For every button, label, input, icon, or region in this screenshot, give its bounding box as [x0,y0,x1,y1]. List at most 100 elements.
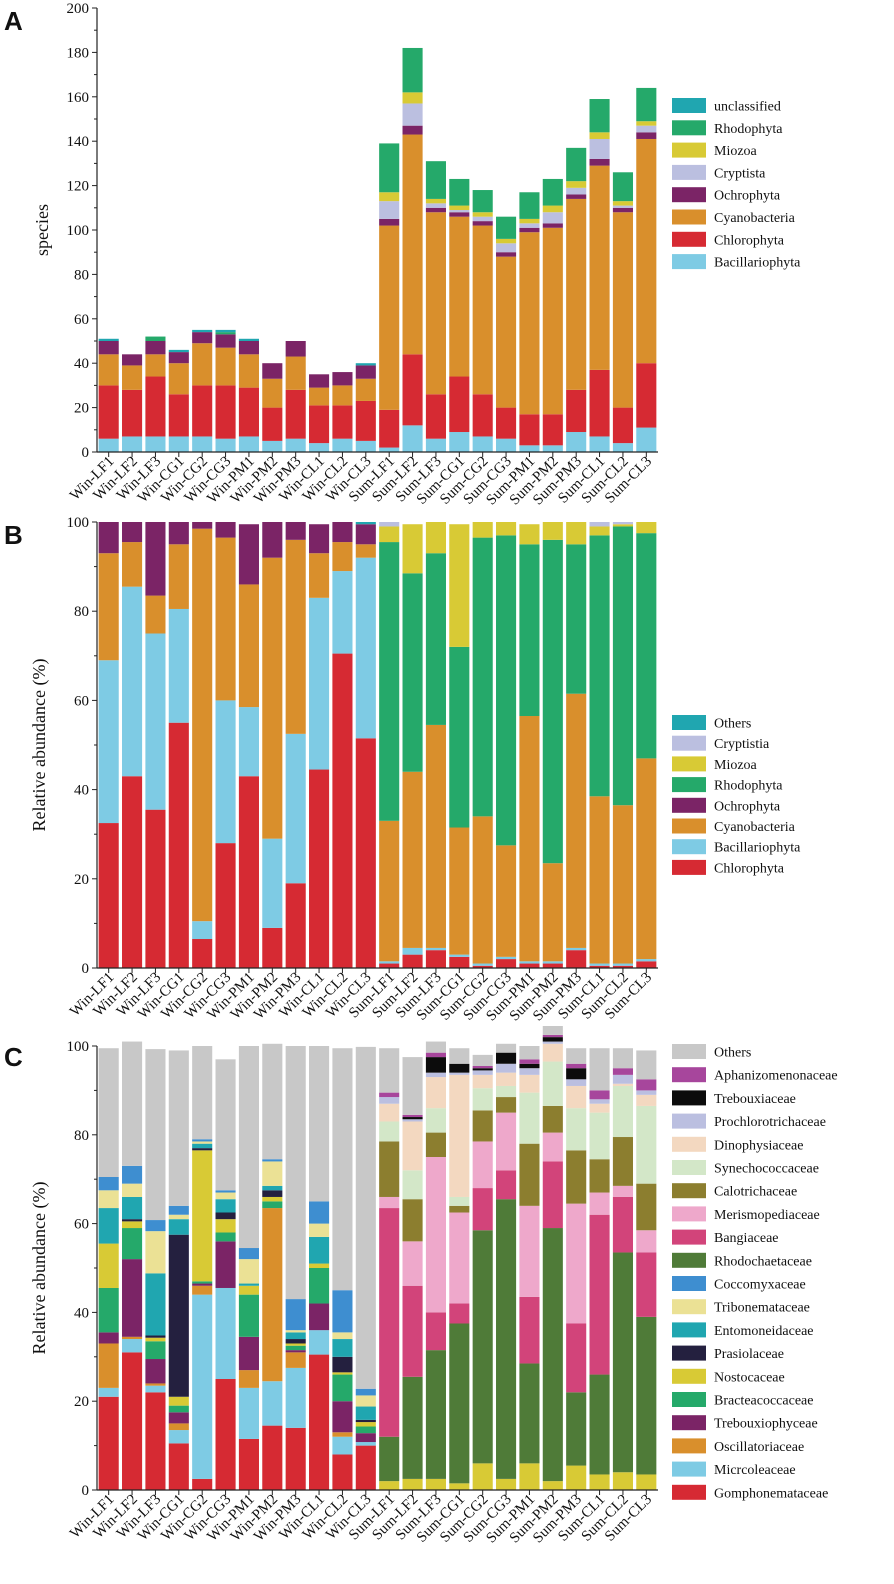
legend-label: Bacillariophyta [714,841,801,856]
bar-segment [566,1323,587,1393]
bar-segment [309,524,330,554]
bar-segment [542,1043,563,1062]
bar-segment [332,571,353,654]
bar-segment [425,394,446,439]
legend-label: Trebouxiophyceae [714,1417,818,1432]
bar-segment [285,389,306,439]
bar-segment [589,1112,610,1160]
bar-segment [566,389,587,433]
y-tick-label: 80 [74,604,89,620]
bar-segment [566,544,587,694]
bar-segment [636,1079,657,1091]
bar-segment [355,524,376,545]
bar-segment [145,1337,166,1342]
bar-segment [145,1273,166,1336]
bar-segment [449,432,470,452]
bar-segment [519,1363,540,1464]
bar-segment [519,1296,540,1364]
legend-label: Cyanobacteria [714,820,796,835]
bar-segment [496,522,517,536]
bar-segment [168,1412,189,1424]
bar-segment [566,1465,587,1490]
y-tick-label: 80 [74,267,89,283]
bar-segment [355,1388,376,1396]
bar-segment [449,216,470,377]
legend-swatch [672,1299,706,1315]
bar-segment [472,1065,493,1069]
bar-segment [379,1048,400,1093]
bar-segment [425,947,446,951]
bar-segment [285,522,306,540]
bar-segment [589,963,610,966]
legend-label: Rhodophyta [714,122,783,137]
bar-segment [542,223,563,228]
legend-label: Cryptistia [714,737,770,752]
bar-segment [145,1385,166,1393]
legend-swatch [672,231,706,247]
bar-segment [122,1352,143,1490]
bar-segment [98,385,119,439]
bar-segment [472,436,493,452]
bar-segment [542,522,563,540]
bar-segment [122,522,143,543]
bar-segment [168,544,189,609]
bar-segment [238,1336,259,1371]
bar-segment [612,963,633,966]
bar-segment [566,950,587,968]
y-tick-label: 60 [74,1217,89,1233]
bar-segment [636,959,657,962]
legend-label: Others [714,717,751,732]
bar-segment [168,349,189,353]
bar-segment [542,1026,563,1035]
bar-segment [168,363,189,395]
bar-segment [168,1396,189,1406]
bar-segment [542,1161,563,1229]
bar-segment [542,1061,563,1106]
bar-segment [449,956,470,968]
bar-segment [589,1474,610,1490]
bar-segment [215,385,236,439]
y-tick-label: 100 [67,223,90,239]
bar-segment [566,1150,587,1204]
bar-segment [636,1252,657,1317]
bar-segment [215,537,236,701]
bar-segment [566,693,587,948]
bar-segment [192,1294,213,1479]
bar-segment [238,1370,259,1388]
bar-segment [425,1132,446,1157]
bar-segment [589,436,610,452]
bar-segment [612,1137,633,1186]
bar-segment [192,522,213,529]
bar-segment [519,192,540,219]
bar-segment [332,1332,353,1340]
bar-segment [589,132,610,139]
bar-segment [472,537,493,817]
bar-segment [192,939,213,968]
bar-segment [425,1057,446,1073]
bar-segment [612,522,633,525]
bar-segment [145,1341,166,1360]
bar-segment [122,1196,143,1220]
bar-segment [612,526,633,806]
bar-segment [122,1259,143,1337]
bar-segment [589,1374,610,1475]
bar-segment [192,921,213,940]
bar-segment [402,1478,423,1490]
bar-segment [168,522,189,545]
bar-segment [168,1214,189,1220]
legend-label: Coccomyxaceae [714,1278,806,1293]
bar-segment [472,965,493,968]
legend-label: Entomoneidaceae [714,1324,814,1339]
bar-segment [332,1454,353,1490]
bar-segment [168,394,189,437]
bar-segment [122,354,143,366]
bar-segment [402,47,423,93]
y-tick-label: 100 [67,515,90,531]
bar-segment [285,1339,306,1344]
bar-segment [309,1263,330,1268]
bar-segment [215,1287,236,1379]
bar-segment [122,1228,143,1260]
y-tick-label: 180 [67,45,90,61]
bar-segment [379,1092,400,1098]
bar-segment [379,1481,400,1490]
